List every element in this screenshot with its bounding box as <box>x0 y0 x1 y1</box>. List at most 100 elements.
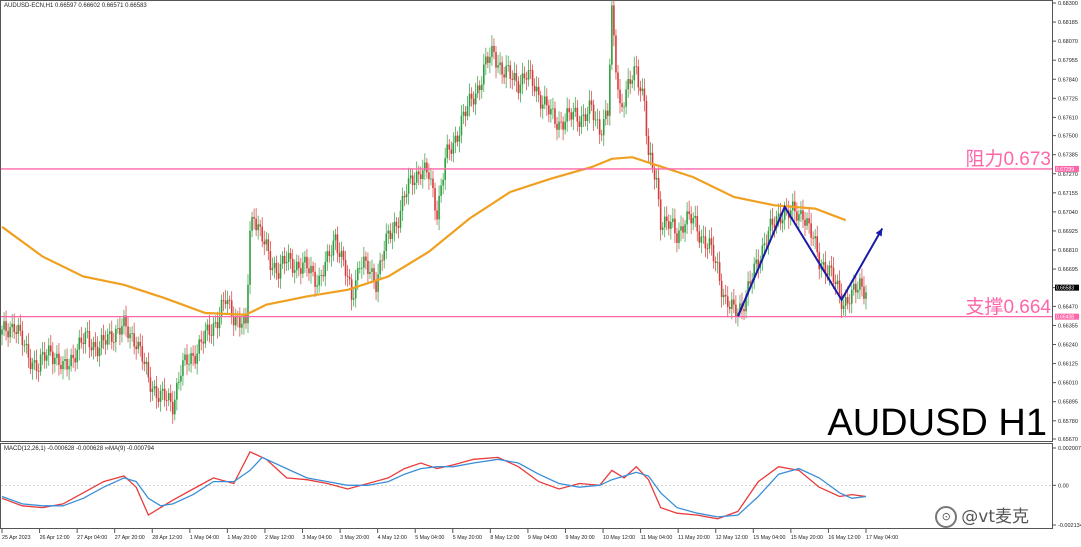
candle-body <box>643 88 646 102</box>
candle-body <box>371 268 373 272</box>
candle-body <box>659 199 662 230</box>
resistance-label: 阻力0.673 <box>965 148 1051 170</box>
y-tick-label: 0.67725 <box>1058 96 1078 102</box>
candle-body <box>668 221 670 229</box>
candle-body <box>842 305 845 309</box>
candle-body <box>641 88 644 92</box>
candle-body <box>37 370 40 372</box>
watermark-text: @vt麦克 <box>961 507 1029 527</box>
candle-body <box>287 252 290 262</box>
candle-body <box>1 329 3 335</box>
candle-body <box>570 112 573 120</box>
x-tick-label: 15 May 04:00 <box>753 535 785 541</box>
macd-y-tick-label: -0.002134 <box>1058 523 1081 529</box>
candle-body <box>670 221 672 229</box>
candle-body <box>149 377 152 392</box>
candle-body <box>653 168 656 180</box>
candle-body <box>29 357 32 370</box>
x-tick-label: 2 May 12:00 <box>265 535 294 541</box>
candle-body <box>665 216 668 222</box>
y-tick-label: 0.66240 <box>1058 343 1078 349</box>
candle-body <box>300 268 302 274</box>
candle-body <box>588 100 591 115</box>
y-tick-label: 0.66010 <box>1058 381 1078 387</box>
candle-body <box>314 271 316 287</box>
candle-body <box>295 261 298 271</box>
candle-body <box>462 111 465 116</box>
x-tick-label: 27 Apr 04:00 <box>77 535 107 541</box>
chart-header: AUDUSD-ECN,H1 0.66597 0.66602 0.66571 0.… <box>4 3 147 9</box>
candle-body <box>853 283 855 290</box>
candle-body <box>696 215 699 232</box>
candle-body <box>535 86 538 92</box>
candle-body <box>257 224 259 231</box>
candle-body <box>726 296 729 307</box>
candle-body <box>812 237 814 239</box>
candle-body <box>678 230 680 243</box>
candle-body <box>698 231 701 243</box>
candle-body <box>651 152 654 169</box>
candle-body <box>151 388 154 392</box>
candle-body <box>21 330 24 346</box>
candle-body <box>167 393 170 401</box>
candle-body <box>165 400 168 401</box>
candle-body <box>621 103 623 107</box>
candle-body <box>212 323 215 336</box>
candle-body <box>428 172 430 180</box>
candle-body <box>239 317 241 328</box>
candle-body <box>129 333 131 339</box>
candle-body <box>232 317 235 326</box>
y-tick-label: 0.67610 <box>1058 115 1078 121</box>
candle-body <box>64 359 66 362</box>
candle-body <box>592 104 595 121</box>
candle-body <box>761 245 764 262</box>
candle-body <box>789 210 792 219</box>
candle-body <box>434 188 436 211</box>
candle-body <box>525 78 528 80</box>
candle-body <box>245 314 247 324</box>
y-tick-label: 0.66470 <box>1058 304 1078 310</box>
candle-body <box>259 224 261 227</box>
candle-body <box>72 354 74 359</box>
y-tick-label: 0.66355 <box>1058 323 1078 329</box>
candle-body <box>243 314 245 324</box>
candle-body <box>456 135 459 142</box>
candle-body <box>602 118 605 136</box>
candle-body <box>422 170 424 180</box>
candle-body <box>312 265 314 272</box>
candle-body <box>322 274 325 277</box>
candle-body <box>446 144 449 159</box>
candle-body <box>222 299 225 301</box>
candle-body <box>23 344 26 346</box>
candle-body <box>830 265 833 268</box>
candle-body <box>523 73 526 79</box>
candle-body <box>39 354 42 372</box>
candle-body <box>499 62 501 66</box>
candle-body <box>476 85 479 94</box>
candle-body <box>755 259 758 264</box>
candle-body <box>169 393 172 402</box>
candle-body <box>548 105 550 115</box>
x-tick-label: 25 Apr 2023 <box>2 535 31 541</box>
candle-body <box>777 213 780 217</box>
y-tick-label: 0.67385 <box>1058 153 1078 159</box>
candle-body <box>247 284 249 324</box>
candle-body <box>367 260 369 274</box>
candle-body <box>672 218 674 222</box>
candle-body <box>580 116 583 127</box>
candle-body <box>190 353 192 364</box>
candle-body <box>763 243 766 246</box>
candle-body <box>661 227 664 230</box>
candle-body <box>700 236 703 243</box>
x-tick-label: 9 May 20:00 <box>565 535 594 541</box>
candle-body <box>182 360 184 376</box>
candle-body <box>106 334 109 345</box>
candle-body <box>9 327 11 338</box>
candle-body <box>513 73 516 80</box>
candle-body <box>537 86 540 96</box>
candle-body <box>330 255 333 257</box>
candle-body <box>127 326 129 339</box>
x-tick-label: 16 May 12:00 <box>828 535 860 541</box>
candle-body <box>45 355 48 361</box>
candle-body <box>381 260 383 262</box>
